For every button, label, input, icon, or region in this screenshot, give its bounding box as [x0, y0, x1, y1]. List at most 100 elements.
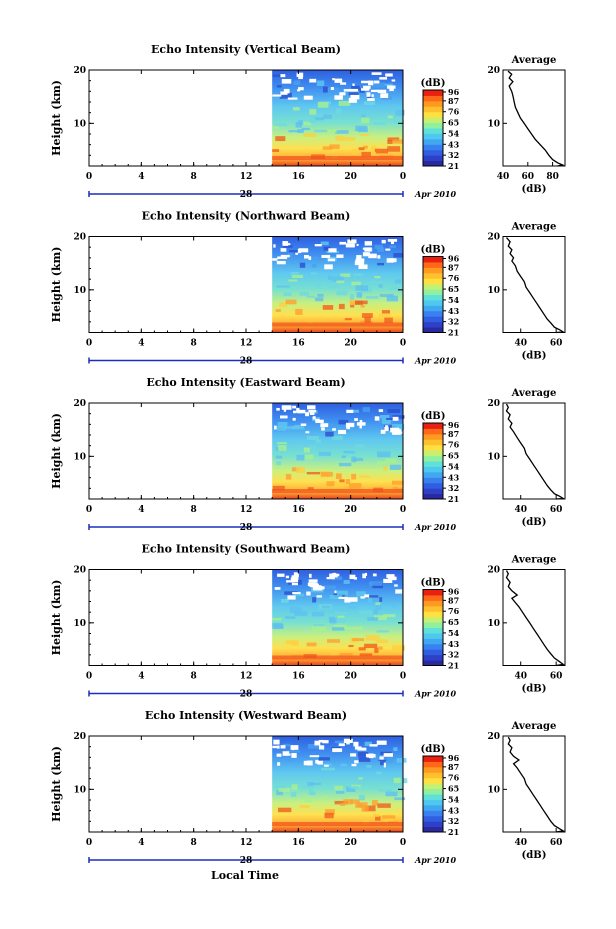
surface-layer — [272, 156, 403, 160]
echo-cell — [278, 445, 287, 451]
x-tick-label: 0 — [86, 172, 92, 182]
panel-title: Echo Intensity (Vertical Beam) — [151, 43, 341, 56]
no-echo-gap — [339, 241, 347, 245]
echo-cell — [374, 148, 388, 154]
no-echo-gap — [300, 423, 307, 426]
colorbar-segment — [423, 794, 443, 800]
colorbar-tick-label: 54 — [448, 794, 460, 804]
echo-cell — [373, 615, 387, 620]
no-echo-gap — [332, 428, 336, 431]
no-echo-gap — [318, 739, 325, 743]
echo-cell — [349, 483, 362, 489]
panel-2: Echo Intensity (Northward Beam) 0 4 8 12 16 20… — [50, 210, 566, 367]
echo-cell — [391, 424, 405, 430]
average-x-label: (dB) — [522, 351, 547, 362]
average-x-tick-label: 80 — [546, 172, 559, 182]
echo-cell — [378, 788, 393, 792]
echo-cell — [358, 777, 363, 780]
echo-cell — [324, 128, 337, 133]
colorbar-segment — [423, 493, 443, 500]
echo-cell — [331, 651, 338, 656]
no-echo-gap — [318, 745, 325, 750]
no-echo-gap — [320, 423, 329, 428]
no-echo-gap — [274, 587, 281, 590]
date-label: Apr 2010 — [414, 855, 457, 865]
no-echo-gap — [338, 429, 347, 435]
y-tick-label: 10 — [73, 119, 86, 129]
echo-cell — [389, 287, 400, 290]
echo-cell — [372, 814, 380, 817]
no-echo-gap — [315, 759, 319, 764]
echo-cell — [359, 653, 373, 657]
x-tick-label: 0 — [86, 339, 92, 349]
colorbar-segment — [423, 160, 443, 167]
average-x-tick-label: 40 — [514, 838, 527, 848]
echo-cell — [380, 415, 390, 419]
no-echo-gap — [329, 573, 338, 578]
echo-cell — [383, 466, 388, 471]
echo-cell — [275, 136, 286, 142]
surface-layer — [272, 489, 403, 493]
echo-cell — [352, 626, 364, 631]
echo-cell — [312, 256, 318, 260]
echo-cell — [351, 456, 357, 463]
surface-layer — [272, 322, 403, 327]
colorbar-unit: (dB) — [421, 578, 446, 589]
average-frame — [502, 569, 566, 666]
colorbar-segment — [423, 321, 443, 328]
echo-cell — [329, 144, 340, 149]
echo-cell — [291, 467, 300, 472]
no-echo-gap — [348, 97, 357, 103]
no-echo-gap — [391, 79, 396, 82]
no-echo-gap — [272, 94, 282, 97]
no-echo-gap — [282, 241, 289, 246]
colorbar-tick-label: 96 — [448, 253, 460, 263]
no-echo-gap — [369, 744, 378, 747]
colorbar-tick-label: 21 — [448, 161, 459, 171]
echo-cell — [310, 629, 322, 632]
no-echo-gap — [319, 586, 325, 590]
colorbar-tick-label: 21 — [448, 328, 459, 338]
no-echo-gap — [309, 755, 320, 758]
no-echo-gap — [324, 764, 329, 767]
colorbar-segment — [423, 267, 443, 274]
average-y-tick-label: 20 — [487, 566, 500, 576]
echo-cell — [291, 274, 303, 278]
no-echo-gap — [287, 595, 296, 600]
no-echo-gap — [383, 578, 393, 584]
no-echo-gap — [287, 97, 298, 100]
echo-cell — [373, 608, 378, 614]
echo-cell — [295, 122, 302, 128]
echo-cell — [357, 752, 369, 757]
echo-cell — [369, 581, 383, 586]
colorbar-segment — [423, 761, 443, 768]
echo-cell — [276, 425, 286, 431]
colorbar-frame — [422, 755, 444, 833]
echo-cell — [285, 299, 297, 305]
no-echo-gap — [385, 73, 393, 77]
no-echo-gap — [308, 410, 317, 413]
colorbar-segment — [423, 106, 443, 113]
echo-cell — [362, 407, 370, 413]
no-echo-gap — [291, 752, 297, 758]
no-echo-gap — [379, 77, 388, 80]
echo-cell — [356, 292, 363, 298]
echo-cell — [348, 92, 359, 96]
no-echo-gap — [306, 591, 311, 596]
average-y-tick-label: 20 — [487, 732, 500, 742]
no-echo-gap — [381, 239, 386, 244]
echo-cell — [299, 804, 310, 809]
colorbar-segment — [423, 283, 443, 290]
no-echo-gap — [293, 410, 297, 414]
echo-cell — [373, 122, 386, 125]
no-echo-gap — [359, 419, 363, 425]
no-echo-gap — [314, 244, 322, 247]
colorbar-tick-label: 43 — [448, 472, 460, 482]
echo-cell — [313, 117, 324, 121]
x-tick-label: 0 — [400, 838, 406, 848]
surface-layer — [272, 822, 403, 826]
colorbar-unit: (dB) — [421, 78, 446, 89]
average-x-tick-label: 40 — [514, 505, 527, 515]
echo-cell — [367, 597, 380, 603]
echo-cell — [348, 786, 360, 789]
